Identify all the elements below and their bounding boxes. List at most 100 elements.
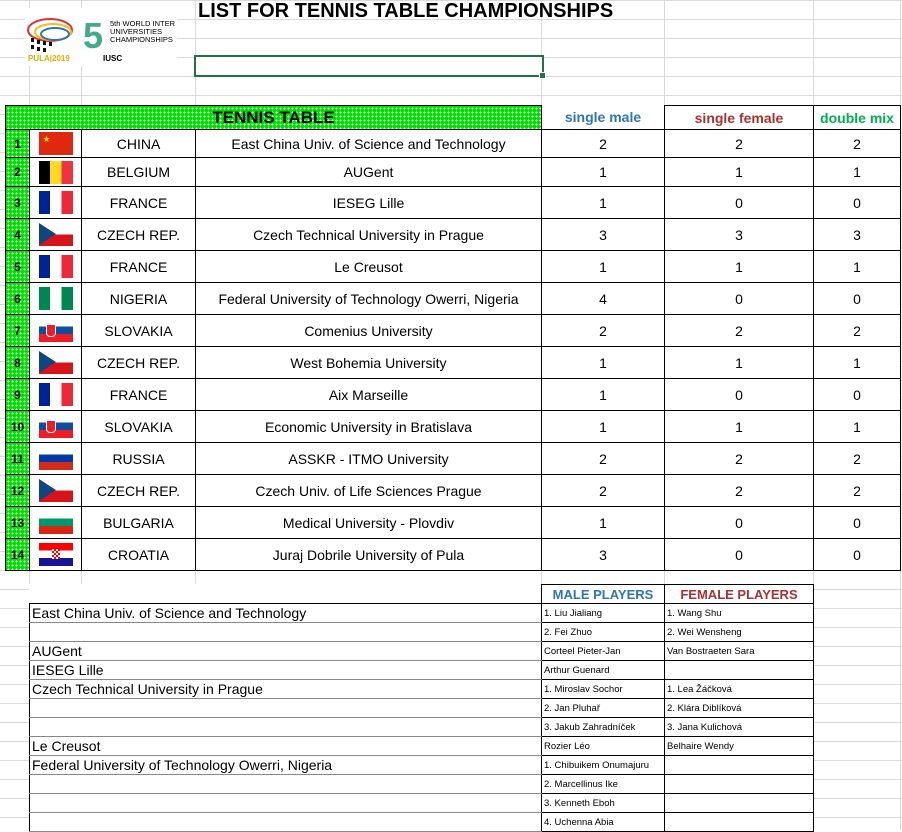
- table-row: 10 SLOVAKIA Economic University in Brati…: [5, 410, 901, 443]
- flag-cell: [29, 157, 82, 187]
- row-number: 11: [5, 442, 30, 475]
- col-single-male: single male: [541, 105, 665, 130]
- single-female-count: 2: [664, 474, 814, 507]
- university: ASSKR - ITMO University: [195, 442, 542, 475]
- logo-sub: PULA|2019: [28, 54, 70, 63]
- row-number: 4: [5, 218, 30, 251]
- double-mix-count: 0: [813, 282, 901, 315]
- nigeria-flag-icon: [38, 287, 73, 310]
- player-row: 3. Kenneth Eboh: [29, 793, 814, 813]
- single-male-count: 1: [541, 250, 665, 283]
- single-female-count: 1: [664, 157, 814, 187]
- double-mix-count: 3: [813, 218, 901, 251]
- double-mix-count: 2: [813, 474, 901, 507]
- championship-logo: 5 5th WORLD INTER UNIVERSITIES CHAMPIONS…: [25, 8, 177, 66]
- single-male-count: 1: [541, 346, 665, 379]
- double-mix-count: 0: [813, 378, 901, 411]
- country: CZECH REP.: [81, 218, 196, 251]
- female-player: [664, 793, 814, 813]
- male-player: 1. Chibuikem Onumajuru: [541, 755, 665, 775]
- single-male-count: 1: [541, 410, 665, 443]
- country: FRANCE: [81, 250, 196, 283]
- university: Czech Univ. of Life Sciences Prague: [195, 474, 542, 507]
- university: Medical University - Plovdiv: [195, 506, 542, 539]
- university: Federal University of Technology Owerri,…: [195, 282, 542, 315]
- row-number: 1: [5, 129, 30, 158]
- male-player: Corteel Pieter-Jan: [541, 641, 665, 661]
- university: Le Creusot: [195, 250, 542, 283]
- male-player: Rozier Léo: [541, 736, 665, 756]
- table-row: 11 RUSSIA ASSKR - ITMO University 2 2 2: [5, 442, 901, 475]
- single-female-count: 0: [664, 378, 814, 411]
- czech-flag-icon: [38, 351, 73, 374]
- single-female-count: 3: [664, 218, 814, 251]
- female-player: Van Bostraeten Sara: [664, 641, 814, 661]
- svg-text:5: 5: [83, 15, 103, 56]
- single-male-count: 3: [541, 218, 665, 251]
- bulgaria-flag-icon: [38, 511, 73, 534]
- male-players-header: MALE PLAYERS: [541, 584, 665, 604]
- player-university: AUGent: [29, 641, 542, 661]
- belgium-flag-icon: [38, 160, 73, 184]
- selected-cell[interactable]: [194, 55, 546, 79]
- double-mix-count: 0: [813, 538, 901, 571]
- country: NIGERIA: [81, 282, 196, 315]
- flag-cell: [29, 218, 82, 251]
- flag-cell: [29, 250, 82, 283]
- double-mix-count: 1: [813, 250, 901, 283]
- single-female-count: 0: [664, 538, 814, 571]
- player-row: 2. Fei Zhuo 2. Wei Wensheng: [29, 622, 814, 642]
- male-player: 2. Jan Pluhař: [541, 698, 665, 718]
- flag-cell: [29, 346, 82, 379]
- row-number: 2: [5, 157, 30, 187]
- croatia-flag-icon: [38, 543, 73, 566]
- university: West Bohemia University: [195, 346, 542, 379]
- flag-cell: [29, 186, 82, 219]
- single-female-count: 0: [664, 506, 814, 539]
- row-number: 7: [5, 314, 30, 347]
- single-male-count: 2: [541, 474, 665, 507]
- single-male-count: 2: [541, 442, 665, 475]
- single-female-count: 2: [664, 314, 814, 347]
- double-mix-count: 1: [813, 346, 901, 379]
- player-university: [29, 812, 542, 832]
- country: SLOVAKIA: [81, 314, 196, 347]
- male-player: 3. Jakub Zahradníček: [541, 717, 665, 737]
- player-row: 3. Jakub Zahradníček 3. Jana Kulichová: [29, 717, 814, 737]
- table-row: 2 BELGIUM AUGent 1 1 1: [5, 157, 901, 187]
- country: CZECH REP.: [81, 474, 196, 507]
- col-double-mix: double mix: [813, 105, 901, 130]
- czech-flag-icon: [38, 223, 73, 246]
- country: BELGIUM: [81, 157, 196, 187]
- male-player: 2. Marcellinus Ike: [541, 774, 665, 794]
- player-row: East China Univ. of Science and Technolo…: [29, 603, 814, 623]
- double-mix-count: 0: [813, 186, 901, 219]
- players-table: MALE PLAYERS FEMALE PLAYERS East China U…: [29, 584, 814, 832]
- single-female-count: 2: [664, 442, 814, 475]
- table-row: 1 ★ CHINA East China Univ. of Science an…: [5, 129, 901, 158]
- player-university: [29, 717, 542, 737]
- table-row: 12 CZECH REP. Czech Univ. of Life Scienc…: [5, 474, 901, 507]
- czech-flag-icon: [38, 479, 73, 502]
- player-university: Le Creusot: [29, 736, 542, 756]
- flag-cell: [29, 442, 82, 475]
- player-university: [29, 622, 542, 642]
- country: RUSSIA: [81, 442, 196, 475]
- player-row: 2. Marcellinus Ike: [29, 774, 814, 794]
- logo-text: 5th WORLD INTER UNIVERSITIES CHAMPIONSHI…: [110, 19, 176, 44]
- male-player: 4. Uchenna Abia: [541, 812, 665, 832]
- female-player: [664, 755, 814, 775]
- male-player: 3. Kenneth Eboh: [541, 793, 665, 813]
- logo-graphic: 5: [27, 15, 103, 56]
- male-player: Arthur Guenard: [541, 660, 665, 680]
- male-player: 1. Miroslav Sochor: [541, 679, 665, 699]
- player-row: Czech Technical University in Prague 1. …: [29, 679, 814, 699]
- flag-cell: [29, 378, 82, 411]
- university: IESEG Lille: [195, 186, 542, 219]
- row-number: 12: [5, 474, 30, 507]
- logo-org: IUSC: [103, 54, 123, 63]
- single-male-count: 1: [541, 378, 665, 411]
- row-number: 9: [5, 378, 30, 411]
- country: CHINA: [81, 129, 196, 158]
- university: AUGent: [195, 157, 542, 187]
